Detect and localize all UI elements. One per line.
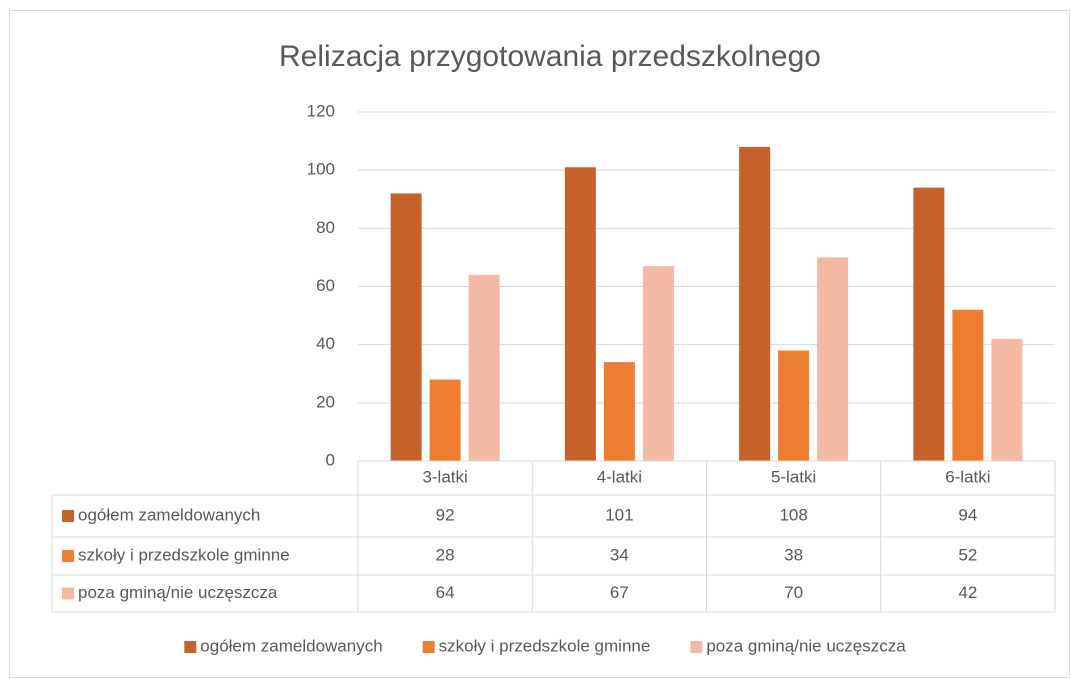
table-value: 38: [784, 545, 803, 564]
y-tick-label: 0: [326, 450, 335, 469]
table-legend-key: [62, 550, 74, 562]
chart-border: [9, 10, 1070, 678]
legend-key: [690, 641, 703, 653]
table-value: 34: [610, 545, 629, 564]
table-row-label: poza gminą/nie uczęszcza: [78, 583, 278, 602]
x-tick-label: 4-latki: [597, 467, 642, 486]
table-value: 94: [958, 505, 977, 524]
y-tick-label: 20: [316, 392, 335, 411]
table-value: 64: [436, 583, 455, 602]
table-value: 108: [779, 505, 807, 524]
legend-key: [184, 641, 197, 653]
bar: [739, 146, 771, 461]
bar: [468, 274, 500, 461]
x-tick-label: 6-latki: [945, 467, 990, 486]
bar: [817, 257, 849, 461]
table-value: 92: [436, 505, 455, 524]
table-value: 70: [784, 583, 803, 602]
bar: [952, 309, 984, 461]
y-tick-label: 40: [316, 334, 335, 353]
x-tick-label: 3-latki: [422, 467, 467, 486]
x-tick-label: 5-latki: [771, 467, 816, 486]
bar: [603, 362, 635, 461]
legend-key: [422, 641, 435, 653]
table-value: 28: [436, 545, 455, 564]
table-row-label: ogółem zameldowanych: [78, 505, 260, 524]
bar: [429, 379, 461, 461]
table-value: 52: [958, 545, 977, 564]
legend-label: poza gminą/nie uczęszcza: [706, 636, 906, 655]
table-legend-key: [62, 587, 74, 600]
y-tick-label: 120: [307, 101, 335, 120]
bar: [778, 350, 810, 461]
bar: [390, 193, 422, 461]
legend-label: ogółem zameldowanych: [200, 636, 382, 655]
y-tick-label: 100: [307, 160, 335, 179]
table-value: 67: [610, 583, 629, 602]
table-value: 42: [958, 583, 977, 602]
bar: [564, 167, 596, 461]
y-tick-label: 80: [316, 218, 335, 237]
bar: [913, 187, 945, 461]
bar: [642, 266, 674, 461]
y-tick-label: 60: [316, 276, 335, 295]
legend-label: szkoły i przedszkole gminne: [439, 636, 651, 655]
chart-title: Relizacja przygotowania przedszkolnego: [279, 40, 821, 73]
bar: [991, 338, 1023, 461]
table-value: 101: [605, 505, 633, 524]
table-row-label: szkoły i przedszkole gminne: [78, 545, 290, 564]
table-legend-key: [62, 510, 74, 522]
